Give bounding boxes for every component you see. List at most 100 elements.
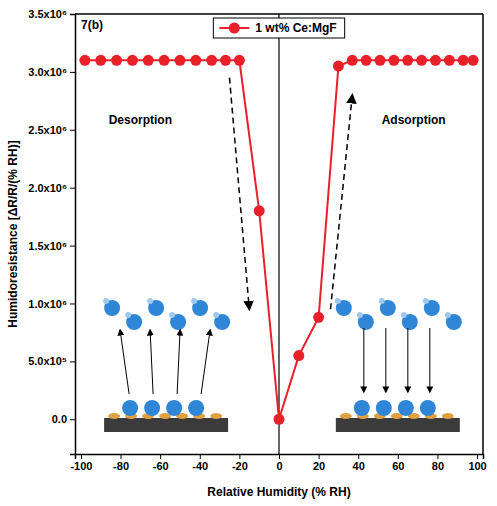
y-tick-label: 1.5x10⁶	[28, 240, 67, 252]
series-point	[95, 55, 106, 66]
y-axis: 0.05.0x10⁵1.0x10⁶1.5x10⁶2.0x10⁶2.5x10⁶3.…	[28, 8, 75, 454]
water-molecule	[357, 312, 363, 318]
legend-box	[213, 18, 344, 38]
series-point	[190, 55, 201, 66]
zero-line	[278, 14, 279, 454]
water-molecule	[423, 298, 429, 304]
series-point	[313, 312, 324, 323]
y-tick-mark	[70, 419, 75, 420]
y-tick-label: 2.5x10⁶	[28, 124, 67, 136]
x-tick-label: 80	[432, 460, 444, 472]
x-tick-mark	[81, 454, 82, 459]
x-tick: -80	[113, 454, 129, 472]
x-tick-label: 0	[276, 460, 282, 472]
annotation: Adsorption	[382, 113, 446, 127]
series-point	[143, 55, 154, 66]
series-point	[402, 55, 413, 66]
x-tick: 80	[432, 454, 444, 472]
arrow	[150, 330, 153, 394]
series-point	[333, 61, 344, 72]
x-tick: 40	[353, 454, 365, 472]
arrow	[385, 328, 386, 392]
chart: -100-80-60-40-200204060801000.05.0x10⁵1.…	[0, 0, 497, 506]
substrate	[336, 418, 460, 432]
x-tick: 100	[468, 454, 486, 472]
water-molecule	[122, 400, 138, 416]
x-tick: -60	[153, 454, 169, 472]
grain	[210, 413, 222, 419]
x-tick-mark	[121, 454, 122, 459]
series-point	[206, 55, 217, 66]
x-tick-label: 100	[468, 460, 486, 472]
y-axis-line	[70, 15, 76, 455]
water-molecule	[103, 298, 109, 304]
marks	[79, 55, 478, 425]
y-tick: 1.5x10⁶	[28, 240, 75, 252]
series-point	[254, 205, 265, 216]
x-tick-label: -80	[113, 460, 129, 472]
water-molecule	[376, 400, 392, 416]
x-tick-mark	[477, 454, 478, 459]
y-tick-mark	[70, 303, 75, 304]
x-tick: 20	[313, 454, 325, 472]
y-tick-mark	[70, 361, 75, 362]
series-point	[111, 55, 122, 66]
y-tick-label: 3.5x10⁶	[28, 8, 67, 20]
arrow	[363, 328, 364, 392]
panel-label: 7(b)	[81, 18, 103, 32]
plot: -100-80-60-40-200204060801000.05.0x10⁵1.…	[28, 8, 487, 472]
series-point	[220, 55, 231, 66]
water-molecule	[213, 312, 219, 318]
y-tick-mark	[70, 14, 75, 15]
water-molecule	[191, 298, 197, 304]
series-point	[127, 55, 138, 66]
water-molecule	[379, 298, 385, 304]
y-tick-mark	[70, 188, 75, 189]
arrow	[407, 328, 408, 392]
y-tick-label: 2.0x10⁶	[28, 182, 67, 194]
series-point	[293, 350, 304, 361]
series-point	[234, 55, 245, 66]
arrow	[429, 328, 430, 392]
y-axis-title: Humidoresistance [ΔR/R/(% RH)]	[6, 140, 20, 327]
series-point	[388, 55, 399, 66]
water-molecule	[147, 298, 153, 304]
x-tick-mark	[239, 454, 240, 459]
water-molecule	[169, 312, 175, 318]
y-tick-mark	[70, 246, 75, 247]
frame-right	[482, 14, 484, 454]
series-point	[159, 55, 170, 66]
x-tick-label: -20	[232, 460, 248, 472]
x-tick-mark	[358, 454, 359, 459]
water-molecule	[445, 312, 451, 318]
arrow	[201, 330, 210, 394]
water-molecule	[188, 400, 204, 416]
y-tick: 0.0	[52, 413, 75, 425]
legend-marker	[229, 23, 240, 34]
grain	[340, 413, 352, 419]
arrow	[177, 330, 180, 394]
x-tick-mark	[319, 454, 320, 459]
x-axis-title: Relative Humidity (% RH)	[207, 485, 350, 499]
x-tick-label: 20	[313, 460, 325, 472]
water-molecule	[144, 400, 160, 416]
x-axis-line	[76, 455, 484, 460]
y-tick-label: 3.0x10⁶	[28, 66, 67, 78]
x-tick-label: -60	[153, 460, 169, 472]
series-point	[416, 55, 427, 66]
series-point	[347, 55, 358, 66]
x-tick-label: 60	[392, 460, 404, 472]
x-tick-mark	[398, 454, 399, 459]
x-tick-mark	[200, 454, 201, 459]
y-tick: 3.5x10⁶	[28, 8, 75, 20]
annotation: Desorption	[109, 113, 172, 127]
illustration	[103, 298, 462, 432]
series-point	[274, 414, 285, 425]
water-molecule	[398, 400, 414, 416]
y-tick: 1.0x10⁶	[28, 297, 75, 309]
water-molecule	[401, 312, 407, 318]
water-molecule	[166, 400, 182, 416]
legend: 1 wt% Ce:MgF	[213, 18, 344, 38]
water-molecule	[335, 298, 341, 304]
x-tick: -100	[70, 454, 92, 472]
